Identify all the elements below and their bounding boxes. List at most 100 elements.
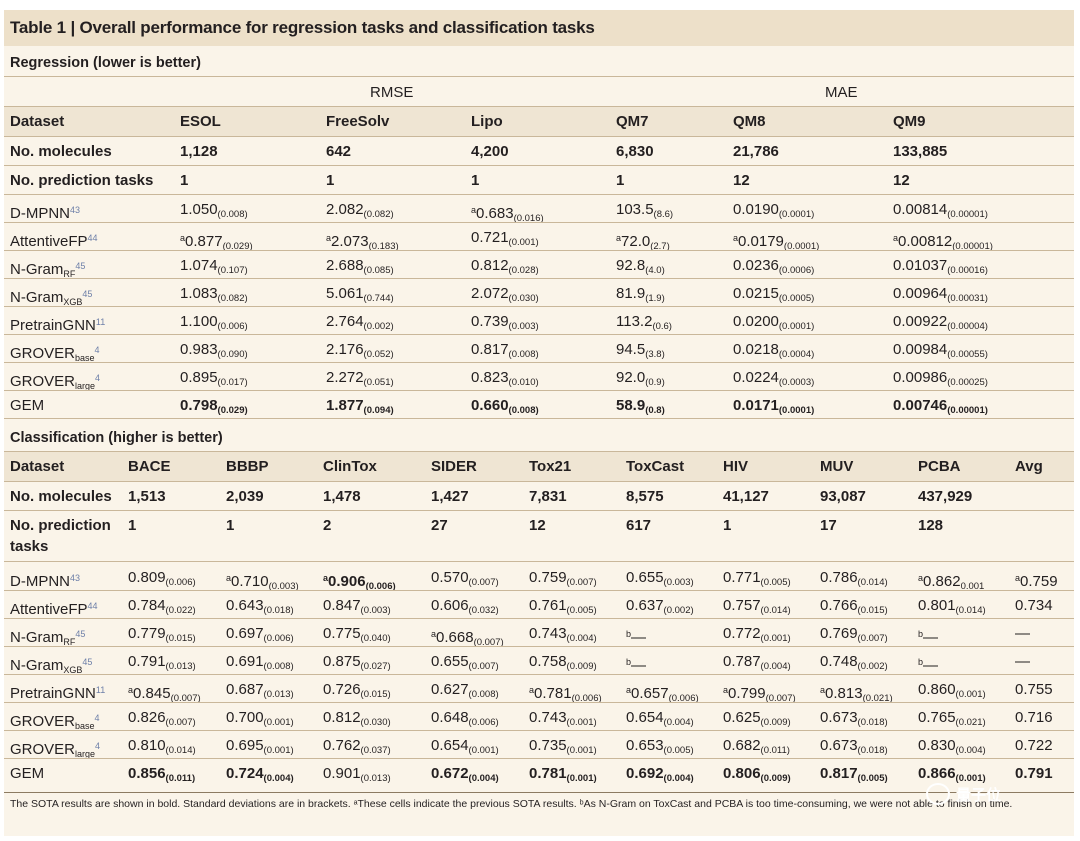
cell-value: 0.860 [918,681,956,698]
cell-value: 0.772 [723,625,761,642]
classification-column-header: MUV [820,458,854,475]
row-label-subscript: RF [63,269,76,279]
table-cell: a0.759 [1015,569,1058,591]
table-cell: 0.627(0.008) [431,681,499,704]
table-cell: 0.654(0.004) [626,709,694,732]
table-cell: 0.00814(0.00001) [893,201,988,224]
cell-value: 0.0200 [733,313,779,330]
table-cell: a0.813(0.021) [820,681,893,708]
cell-std: (0.037) [360,745,391,756]
row-label-reference: 43 [70,573,81,583]
classification-molecules-value: 7,831 [529,488,567,505]
classification-column-header: ClinTox [323,458,377,475]
row-label: GROVERlarge4 [10,369,100,395]
table-cell: 5.061(0.744) [326,285,394,308]
cell-std: (0.001) [760,633,791,644]
footnote-marker: a [326,233,332,243]
divider [4,250,1074,251]
classification-molecules-value: 1,478 [323,488,361,505]
cell-value: — [923,629,939,646]
divider [4,136,1074,137]
cell-std: (0.0004) [778,349,815,360]
classification-column-header: ToxCast [626,458,685,475]
cell-value: 0.798 [180,397,218,414]
table-cell: 0.0200(0.0001) [733,313,814,336]
cell-std: (0.004) [566,633,597,644]
table-cell: 0.695(0.001) [226,737,294,760]
cell-value: 0.637 [626,597,664,614]
cell-value: 0.697 [226,625,264,642]
cell-std: (0.183) [368,241,399,252]
regression-molecules-value: 1,128 [180,143,218,160]
regression-tasks-value: 1 [180,172,189,189]
table-cell: 0.654(0.001) [431,737,499,760]
cell-std: (0.029) [217,405,248,416]
cell-value: 0.765 [918,709,956,726]
cell-value: 2.176 [326,341,364,358]
footnote-marker: a [323,573,329,583]
cell-std: (0.001) [566,745,597,756]
classification-tasks-value: 617 [626,517,652,534]
classification-molecules-value: 41,127 [723,488,769,505]
cell-std: (0.9) [645,377,665,388]
footnote-marker: a [431,629,437,639]
cell-std: (0.014) [760,605,791,616]
regression-molecules-label: No. molecules [10,143,112,160]
wechat-icon [926,783,950,805]
cell-std: (0.003) [663,577,694,588]
cell-value: 0.00746 [893,397,948,414]
classification-tasks-value: 12 [529,517,546,534]
table-cell: 0.875(0.027) [323,653,391,676]
footnote-marker: a [626,685,632,695]
cell-std: (0.001) [468,745,499,756]
cell-std: (2.7) [650,241,670,252]
table-cell: a0.668(0.007) [431,625,504,652]
cell-value: 0.830 [918,737,956,754]
cell-std: 0.001 [960,581,985,592]
cell-std: (0.004) [663,717,694,728]
table-cell: 0.692(0.004) [626,765,694,788]
table-cell: 0.625(0.009) [723,709,791,732]
cell-value: 0.779 [128,625,166,642]
cell-value: 0.845 [133,685,171,702]
divider [4,451,1074,452]
table-cell: 0.643(0.018) [226,597,294,620]
table-cell: 0.806(0.009) [723,765,791,788]
cell-std: (0.00031) [947,293,988,304]
cell-std: (0.00016) [947,265,988,276]
table-cell: 0.672(0.004) [431,765,499,788]
cell-std: (0.001) [508,237,539,248]
cell-std: (0.085) [363,265,394,276]
row-label: GROVERbase4 [10,341,100,367]
classification-tasks-value: 17 [820,517,837,534]
cell-std: (3.8) [645,349,665,360]
cell-std: (0.030) [360,717,391,728]
footnote-marker: b [918,657,924,667]
table-cell: 0.748(0.002) [820,653,888,676]
row-label-subscript: large [75,749,96,759]
cell-value: — [923,657,939,674]
row-label-reference: 45 [82,657,93,667]
cell-value: 72.0 [621,233,651,250]
cell-value: — [1015,625,1030,642]
row-label-reference: 44 [87,233,98,243]
cell-std: (0.008) [217,209,248,220]
table-cell: 2.764(0.002) [326,313,394,336]
cell-value: 0.809 [128,569,166,586]
table-cell: 0.771(0.005) [723,569,791,592]
row-label: N-GramRF45 [10,257,85,283]
table-title: Table 1 | Overall performance for regres… [10,18,595,37]
classification-header-dataset: Dataset [10,458,65,475]
regression-tasks-value: 1 [326,172,335,189]
footnote-marker: a [918,573,924,583]
footnote-marker: a [529,685,535,695]
cell-value: 0.823 [471,369,509,386]
divider [4,362,1074,363]
cell-std: (0.082) [217,293,248,304]
table-cell: a0.799(0.007) [723,681,796,708]
cell-std: (0.001) [955,773,986,784]
cell-std: (0.0001) [783,241,820,252]
table-cell: 0.660(0.008) [471,397,539,420]
cell-std: (0.00001) [947,405,988,416]
table-cell: 0.761(0.005) [529,597,597,620]
